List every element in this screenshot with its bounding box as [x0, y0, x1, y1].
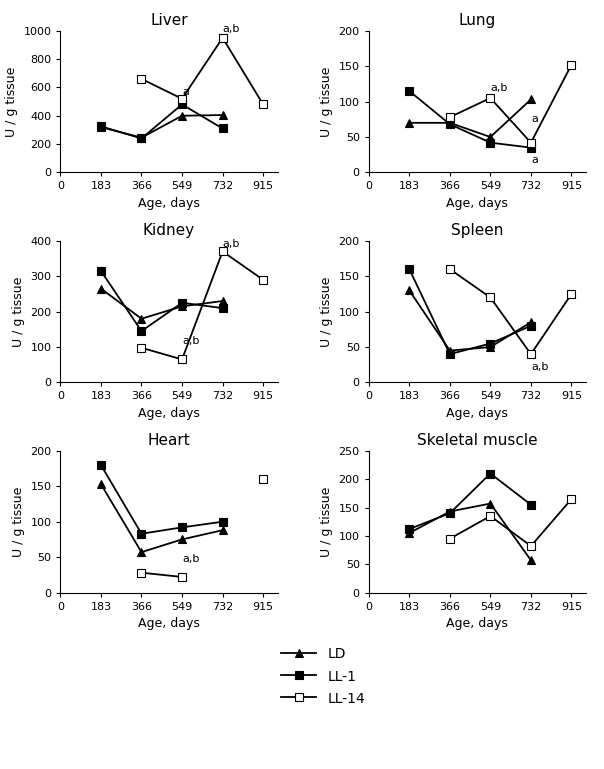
Y-axis label: U / g tissue: U / g tissue	[320, 66, 333, 137]
Y-axis label: U / g tissue: U / g tissue	[320, 487, 333, 557]
X-axis label: Age, days: Age, days	[138, 617, 200, 630]
Text: a,b: a,b	[490, 83, 508, 93]
Title: Skeletal muscle: Skeletal muscle	[417, 433, 538, 448]
Title: Heart: Heart	[147, 433, 190, 448]
Text: a: a	[531, 115, 538, 125]
Y-axis label: U / g tissue: U / g tissue	[320, 276, 333, 347]
Title: Liver: Liver	[150, 13, 188, 28]
Text: a,b: a,b	[223, 238, 240, 248]
Text: a,b: a,b	[182, 554, 199, 564]
X-axis label: Age, days: Age, days	[446, 617, 508, 630]
Text: a: a	[182, 88, 189, 98]
Text: a: a	[531, 155, 538, 165]
X-axis label: Age, days: Age, days	[138, 197, 200, 210]
Title: Kidney: Kidney	[143, 223, 195, 238]
Legend: LD, LL-1, LL-14: LD, LL-1, LL-14	[281, 647, 365, 706]
Y-axis label: U / g tissue: U / g tissue	[11, 487, 25, 557]
Y-axis label: U / g tissue: U / g tissue	[5, 66, 18, 137]
Text: a,b: a,b	[531, 362, 548, 372]
Text: a,b: a,b	[182, 336, 199, 346]
X-axis label: Age, days: Age, days	[138, 407, 200, 420]
Title: Spleen: Spleen	[451, 223, 504, 238]
X-axis label: Age, days: Age, days	[446, 197, 508, 210]
Y-axis label: U / g tissue: U / g tissue	[11, 276, 25, 347]
Title: Lung: Lung	[458, 13, 496, 28]
X-axis label: Age, days: Age, days	[446, 407, 508, 420]
Text: a,b: a,b	[223, 25, 240, 35]
